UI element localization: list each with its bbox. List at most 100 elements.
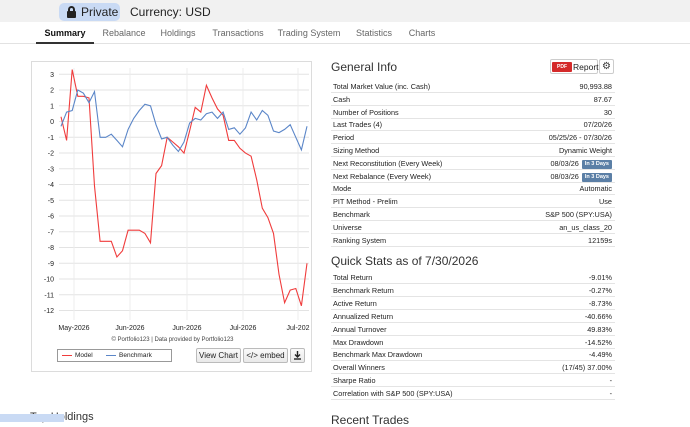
y-tick-label: 3	[50, 72, 54, 79]
general-info-value: 90,993.88	[580, 80, 612, 93]
general-info-value: S&P 500 (SPY:USA)	[545, 208, 612, 221]
quick-stats-key: Sharpe Ratio	[333, 376, 376, 386]
quick-stats-row: Benchmark Max Drawdown -4.49%	[331, 348, 615, 362]
general-info-row: PIT Method - Prelim Use	[331, 195, 615, 209]
recent-trades-title: Recent Trades	[331, 413, 410, 427]
general-info-value[interactable]: 07/20/26	[584, 118, 612, 131]
chart-credit: © Portfolio123 | Data provided by Portfo…	[111, 337, 234, 343]
bottom-left-highlight	[0, 414, 64, 422]
y-tick-label: -5	[48, 198, 54, 205]
lock-icon	[67, 6, 76, 18]
tab-transactions[interactable]: Transactions	[212, 28, 264, 38]
general-info-value-text: an_us_class_20	[559, 222, 612, 232]
general-info-key: Total Market Value (inc. Cash)	[333, 82, 431, 91]
general-info-key: Period	[333, 133, 355, 143]
general-info-row: Number of Positions 30	[331, 106, 615, 119]
quick-stats-row: Active Return -8.73%	[331, 297, 615, 310]
quick-stats-key: Correlation with S&P 500 (SPY:USA)	[333, 389, 453, 399]
general-info-value: Dynamic Weight	[559, 144, 612, 157]
y-tick-label: -12	[44, 308, 54, 315]
x-tick-label: Jun-2026	[115, 325, 144, 332]
y-tick-label: -7	[48, 229, 54, 236]
settings-button[interactable]: ⚙	[599, 59, 614, 74]
x-tick-label: Jul-202	[287, 325, 310, 332]
legend-model-swatch	[62, 355, 72, 356]
general-info-value-text: 08/03/26	[550, 158, 579, 168]
days-badge: In 3 Days	[581, 172, 612, 182]
general-info-value-text: Automatic	[579, 184, 612, 194]
general-info-key: PIT Method - Prelim	[333, 197, 398, 207]
quick-stats-row: Total Return -9.01%	[331, 271, 615, 284]
chart-legend: Model Benchmark	[57, 349, 172, 362]
general-info-value: 05/25/26 - 07/30/26	[549, 131, 612, 144]
general-info-row: Universe an_us_class_20	[331, 221, 615, 234]
general-info-key: Sizing Method	[333, 146, 380, 155]
y-tick-label: -10	[44, 277, 54, 284]
quick-stats-row: Benchmark Return -0.27%	[331, 284, 615, 297]
general-info-value-text: 05/25/26 - 07/30/26	[548, 133, 612, 143]
quick-stats-row: Annualized Return -40.66%	[331, 310, 615, 323]
general-info-key: Ranking System	[333, 235, 387, 245]
general-info-row: Benchmark S&P 500 (SPY:USA)	[331, 208, 615, 221]
general-info-value[interactable]: 12159s	[588, 234, 612, 247]
tab-rebalance[interactable]: Rebalance	[102, 28, 146, 38]
pdf-icon: PDF	[552, 62, 572, 72]
general-info-value[interactable]: 30	[604, 106, 612, 119]
tab-charts[interactable]: Charts	[408, 28, 436, 38]
tab-trading-system[interactable]: Trading System	[277, 28, 341, 38]
general-info-value: Automatic	[580, 182, 612, 195]
general-info-key[interactable]: Number of Positions	[333, 107, 399, 117]
quick-stats-key: Active Return	[333, 298, 377, 308]
general-info-value-text: Dynamic Weight	[559, 146, 612, 155]
quick-stats-row: Correlation with S&P 500 (SPY:USA) -	[331, 387, 615, 401]
tab-holdings[interactable]: Holdings	[160, 28, 196, 38]
general-info-row: Last Trades (4) 07/20/26	[331, 118, 615, 132]
quick-stats-value: -	[609, 376, 612, 386]
general-info-key[interactable]: Last Trades (4)	[333, 120, 383, 130]
quick-stats-title: Quick Stats as of 7/30/2026	[331, 254, 479, 268]
quick-stats-value: -9.01%	[588, 273, 612, 282]
legend-benchmark-label: Benchmark	[119, 352, 152, 359]
general-info-row: Next Rebalance (Every Week) 08/03/26 In 3 …	[331, 170, 615, 183]
quick-stats-value: -8.73%	[588, 298, 612, 308]
days-badge: In 3 Days	[581, 159, 612, 169]
quick-stats-key: Annual Turnover	[333, 324, 387, 334]
y-tick-label: -9	[48, 261, 54, 268]
quick-stats-row: Max Drawdown -14.52%	[331, 336, 615, 349]
general-info-title: General Info	[331, 60, 398, 74]
view-chart-button[interactable]: View Chart	[196, 348, 241, 363]
y-tick-label: 2	[50, 88, 54, 95]
general-info-row: Total Market Value (inc. Cash) 90,993.88	[331, 80, 615, 93]
general-info-row: Sizing Method Dynamic Weight	[331, 144, 615, 157]
general-info-row: Ranking System 12159s	[331, 234, 615, 247]
general-info-value: 87.67	[594, 93, 612, 106]
general-info-key: Next Rebalance (Every Week)	[333, 171, 432, 181]
y-tick-label: -4	[48, 182, 54, 189]
general-info-value[interactable]: an_us_class_20	[559, 221, 612, 234]
model-series-line	[60, 69, 308, 306]
performance-chart: 3 2 1 0 -1 -2 -3 -4 -5 -6 -7 -8 -9 -10 -11 -12 May-2026 J…	[44, 68, 310, 332]
x-tick-label: Jun-2026	[172, 325, 201, 332]
report-label: Report	[573, 62, 599, 72]
report-button[interactable]	[550, 59, 598, 74]
general-info-key: Universe	[333, 222, 362, 232]
benchmark-series-line	[60, 89, 308, 153]
performance-chart-panel: 3 2 1 0 -1 -2 -3 -4 -5 -6 -7 -8 -9 -10 -11 -12 May-2026 J…	[31, 61, 312, 372]
private-toggle-button[interactable]: Private	[59, 3, 120, 21]
general-info-value-text: 07/20/26	[583, 120, 612, 130]
tab-statistics[interactable]: Statistics	[355, 28, 392, 38]
tab-summary[interactable]: Summary	[36, 22, 94, 44]
general-info-row: Mode Automatic	[331, 182, 615, 196]
quick-stats-key: Max Drawdown	[333, 337, 384, 347]
quick-stats-value: -40.66%	[584, 311, 612, 321]
general-info-value-text: 87.67	[593, 94, 612, 104]
general-info-key: Cash	[333, 94, 351, 104]
private-label: Private	[81, 5, 119, 19]
top-bar: Private Currency: USD	[0, 0, 690, 22]
general-info-value: 08/03/26 In 3 Days	[550, 170, 612, 183]
download-button[interactable]	[290, 348, 305, 363]
y-tick-label: -6	[48, 214, 54, 221]
embed-button[interactable]: </> embed	[243, 348, 288, 363]
quick-stats-value: 49.83%	[587, 324, 612, 334]
general-info-value-text: 90,993.88	[579, 82, 612, 91]
